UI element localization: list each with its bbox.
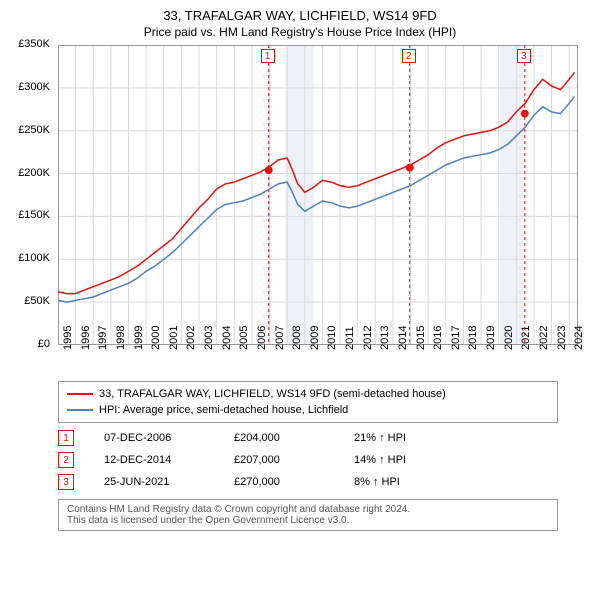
x-axis-label: 2022: [538, 326, 550, 350]
y-axis-label: £300K: [0, 81, 50, 93]
row-marker: 1: [58, 430, 74, 446]
footer-line: This data is licensed under the Open Gov…: [67, 515, 549, 526]
y-axis-label: £0: [0, 338, 50, 350]
x-axis-label: 2024: [573, 326, 585, 350]
x-axis-label: 2008: [291, 326, 303, 350]
row-delta: 14% ↑ HPI: [354, 454, 444, 466]
x-axis-label: 2000: [150, 326, 162, 350]
x-axis-label: 2012: [362, 326, 374, 350]
legend: 33, TRAFALGAR WAY, LICHFIELD, WS14 9FD (…: [58, 381, 558, 423]
x-axis-label: 2009: [309, 326, 321, 350]
x-axis-label: 2011: [344, 326, 356, 350]
table-row: 1 07-DEC-2006 £204,000 21% ↑ HPI: [58, 427, 586, 449]
x-axis-label: 2005: [238, 326, 250, 350]
x-axis-label: 2013: [379, 326, 391, 350]
table-row: 3 25-JUN-2021 £270,000 8% ↑ HPI: [58, 471, 586, 493]
x-axis-label: 2001: [168, 326, 180, 350]
x-axis-label: 2006: [256, 326, 268, 350]
table-row: 2 12-DEC-2014 £207,000 14% ↑ HPI: [58, 449, 586, 471]
legend-item: 33, TRAFALGAR WAY, LICHFIELD, WS14 9FD (…: [67, 386, 549, 402]
legend-label: HPI: Average price, semi-detached house,…: [99, 404, 348, 416]
row-price: £270,000: [234, 476, 324, 488]
transactions-table: 1 07-DEC-2006 £204,000 21% ↑ HPI 2 12-DEC-201…: [58, 427, 586, 493]
x-axis-label: 1998: [115, 326, 127, 350]
x-axis-label: 2014: [397, 326, 409, 350]
chart-subtitle: Price paid vs. HM Land Registry's House …: [10, 25, 590, 39]
line-chart-svg: [58, 45, 578, 345]
chart-container: 33, TRAFALGAR WAY, LICHFIELD, WS14 9FD P…: [0, 0, 600, 537]
row-marker: 3: [58, 474, 74, 490]
x-axis-label: 2016: [432, 326, 444, 350]
x-axis-label: 1997: [97, 326, 109, 350]
event-marker: 2: [402, 49, 416, 63]
x-axis-label: 2010: [326, 326, 338, 350]
row-date: 25-JUN-2021: [104, 476, 204, 488]
y-axis-label: £150K: [0, 209, 50, 221]
x-axis-label: 2003: [203, 326, 215, 350]
row-date: 12-DEC-2014: [104, 454, 204, 466]
x-axis-label: 1996: [80, 326, 92, 350]
x-axis-label: 2007: [274, 326, 286, 350]
row-marker: 2: [58, 452, 74, 468]
x-axis-label: 2020: [503, 326, 515, 350]
x-axis-label: 2021: [520, 326, 532, 350]
y-axis-label: £50K: [0, 295, 50, 307]
y-axis-label: £350K: [0, 38, 50, 50]
footer-line: Contains HM Land Registry data © Crown c…: [67, 504, 549, 515]
chart-title: 33, TRAFALGAR WAY, LICHFIELD, WS14 9FD: [10, 8, 590, 23]
y-axis-label: £200K: [0, 167, 50, 179]
row-price: £207,000: [234, 454, 324, 466]
legend-label: 33, TRAFALGAR WAY, LICHFIELD, WS14 9FD (…: [99, 388, 446, 400]
y-axis-label: £100K: [0, 252, 50, 264]
x-axis-label: 2017: [450, 326, 462, 350]
attribution-footer: Contains HM Land Registry data © Crown c…: [58, 499, 558, 531]
event-marker: 3: [517, 49, 531, 63]
x-axis-label: 1999: [133, 326, 145, 350]
chart-area: £0£50K£100K£150K£200K£250K£300K£350K1995…: [10, 45, 590, 375]
row-price: £204,000: [234, 432, 324, 444]
row-delta: 21% ↑ HPI: [354, 432, 444, 444]
x-axis-label: 2018: [467, 326, 479, 350]
x-axis-label: 2015: [415, 326, 427, 350]
legend-item: HPI: Average price, semi-detached house,…: [67, 402, 549, 418]
row-delta: 8% ↑ HPI: [354, 476, 444, 488]
x-axis-label: 1995: [62, 326, 74, 350]
y-axis-label: £250K: [0, 124, 50, 136]
legend-swatch: [67, 409, 93, 411]
legend-swatch: [67, 393, 93, 395]
x-axis-label: 2002: [185, 326, 197, 350]
x-axis-label: 2019: [485, 326, 497, 350]
x-axis-label: 2004: [221, 326, 233, 350]
event-marker: 1: [261, 49, 275, 63]
row-date: 07-DEC-2006: [104, 432, 204, 444]
x-axis-label: 2023: [556, 326, 568, 350]
